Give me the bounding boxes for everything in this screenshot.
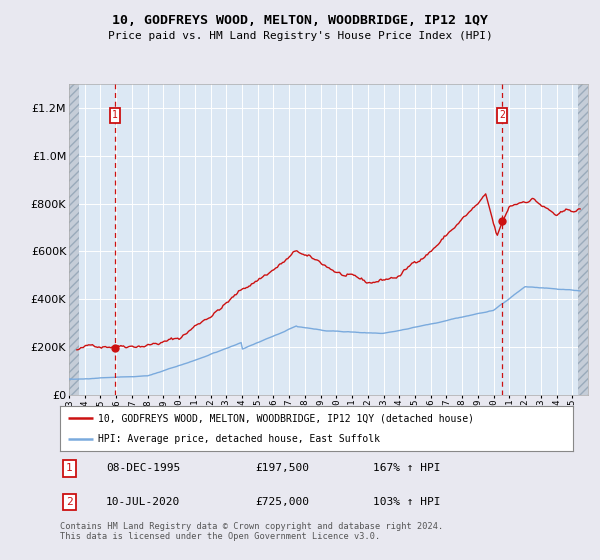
Text: £197,500: £197,500 — [255, 464, 309, 473]
Text: 10-JUL-2020: 10-JUL-2020 — [106, 497, 181, 507]
Text: 2: 2 — [66, 497, 73, 507]
Text: Contains HM Land Registry data © Crown copyright and database right 2024.
This d: Contains HM Land Registry data © Crown c… — [60, 522, 443, 542]
Text: HPI: Average price, detached house, East Suffolk: HPI: Average price, detached house, East… — [98, 433, 380, 444]
Text: 1: 1 — [112, 110, 118, 120]
Bar — [578, 84, 593, 395]
Text: 1: 1 — [66, 464, 73, 473]
Bar — [69, 84, 79, 395]
Text: 103% ↑ HPI: 103% ↑ HPI — [373, 497, 440, 507]
Text: 10, GODFREYS WOOD, MELTON, WOODBRIDGE, IP12 1QY (detached house): 10, GODFREYS WOOD, MELTON, WOODBRIDGE, I… — [98, 413, 475, 423]
Text: Price paid vs. HM Land Registry's House Price Index (HPI): Price paid vs. HM Land Registry's House … — [107, 31, 493, 41]
Text: £725,000: £725,000 — [255, 497, 309, 507]
Text: 08-DEC-1995: 08-DEC-1995 — [106, 464, 181, 473]
Text: 10, GODFREYS WOOD, MELTON, WOODBRIDGE, IP12 1QY: 10, GODFREYS WOOD, MELTON, WOODBRIDGE, I… — [112, 14, 488, 27]
Text: 167% ↑ HPI: 167% ↑ HPI — [373, 464, 440, 473]
Text: 2: 2 — [499, 110, 505, 120]
